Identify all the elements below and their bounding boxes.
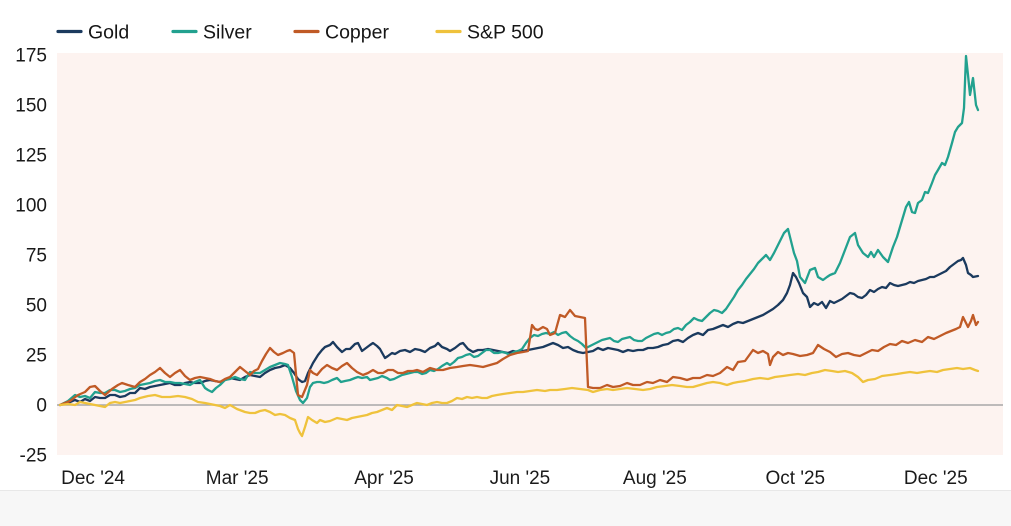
x-axis-tick-label: Oct '25 (766, 468, 826, 489)
x-axis-tick-label: Dec '24 (61, 468, 125, 489)
y-axis-tick-label: -25 (20, 446, 47, 467)
legend-item-label: S&P 500 (467, 22, 544, 44)
y-axis-tick-label: 0 (36, 396, 47, 417)
series-line-copper (58, 308, 980, 407)
y-axis-tick-label: 50 (26, 296, 47, 317)
legend-item-silver[interactable]: Silver (171, 22, 252, 44)
y-axis: 175 150 125 100 75 50 25 0 -25 (15, 46, 47, 467)
plot-area[interactable] (57, 53, 1003, 455)
y-axis-tick-label: 125 (15, 146, 47, 167)
y-axis-tick-label: 150 (15, 96, 47, 117)
x-axis-tick-label: Jun '25 (490, 468, 551, 489)
legend: Gold Silver Copper S&P 500 (56, 22, 544, 44)
y-axis-tick-label: 100 (15, 196, 47, 217)
x-axis-tick-label: Mar '25 (206, 468, 269, 489)
legend-item-s-p-500[interactable]: S&P 500 (435, 22, 544, 44)
x-axis-tick-label: Aug '25 (623, 468, 687, 489)
legend-item-label: Gold (88, 22, 129, 44)
legend-item-copper[interactable]: Copper (293, 22, 389, 44)
legend-item-label: Silver (203, 22, 252, 44)
legend-item-gold[interactable]: Gold (56, 22, 129, 44)
series-line-s-p-500 (58, 366, 980, 438)
y-axis-tick-label: 175 (15, 46, 47, 67)
legend-item-label: Copper (325, 22, 389, 44)
y-axis-tick-label: 75 (26, 246, 47, 267)
y-axis-tick-label: 25 (26, 346, 47, 367)
x-axis: Dec '24 Mar '25 Apr '25 Jun '25 Aug '25 Oct '… (61, 468, 968, 489)
series-line-gold (58, 256, 980, 407)
footer-band (0, 490, 1011, 526)
x-axis-tick-label: Apr '25 (354, 468, 414, 489)
x-axis-tick-label: Dec '25 (904, 468, 968, 489)
